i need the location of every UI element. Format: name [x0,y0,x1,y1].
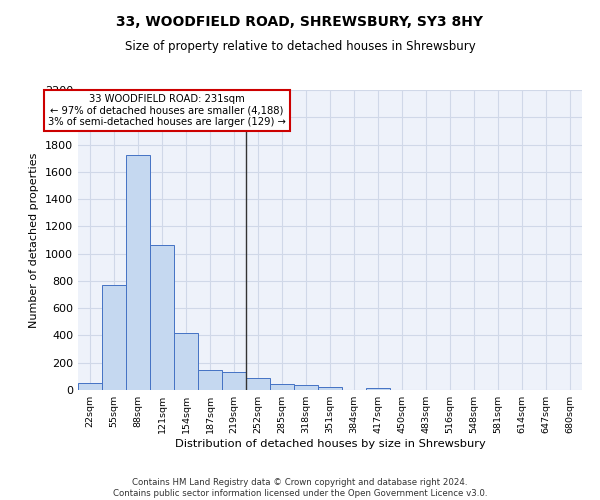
Bar [126,156,150,390]
Bar [102,285,126,390]
Bar [294,385,318,390]
Text: Size of property relative to detached houses in Shrewsbury: Size of property relative to detached ho… [125,40,475,53]
Bar [246,378,270,390]
Y-axis label: Number of detached properties: Number of detached properties [29,152,40,328]
Bar [222,372,246,390]
Bar [198,370,222,390]
Text: Contains HM Land Registry data © Crown copyright and database right 2024.
Contai: Contains HM Land Registry data © Crown c… [113,478,487,498]
X-axis label: Distribution of detached houses by size in Shrewsbury: Distribution of detached houses by size … [175,439,485,449]
Text: 33, WOODFIELD ROAD, SHREWSBURY, SY3 8HY: 33, WOODFIELD ROAD, SHREWSBURY, SY3 8HY [116,15,484,29]
Text: 33 WOODFIELD ROAD: 231sqm
← 97% of detached houses are smaller (4,188)
3% of sem: 33 WOODFIELD ROAD: 231sqm ← 97% of detac… [48,94,286,127]
Bar [78,382,102,390]
Bar [174,332,198,390]
Bar [150,246,174,390]
Bar [366,388,390,390]
Bar [318,386,342,390]
Bar [270,384,294,390]
